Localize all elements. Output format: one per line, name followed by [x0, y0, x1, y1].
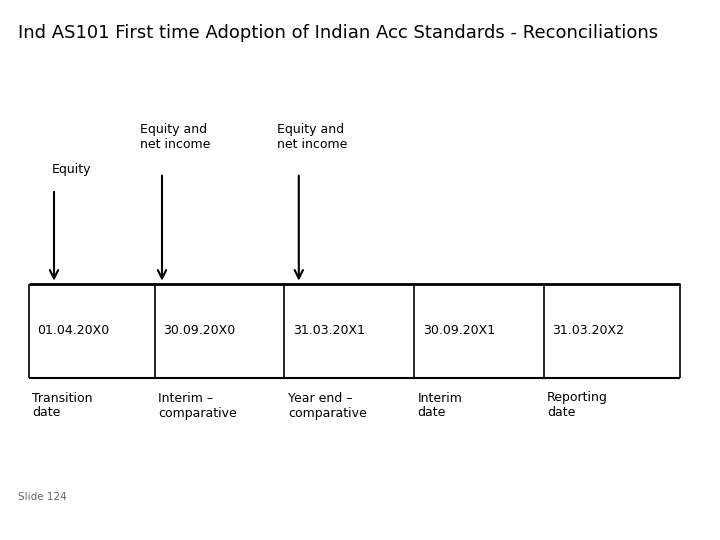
Text: Equity and
net income: Equity and net income — [140, 123, 211, 151]
Text: Equity and
net income: Equity and net income — [277, 123, 348, 151]
Text: 31.03.20X2: 31.03.20X2 — [552, 324, 624, 338]
Text: Equity: Equity — [52, 163, 91, 176]
Text: Ind AS101 First time Adoption of Indian Acc Standards - Reconciliations: Ind AS101 First time Adoption of Indian … — [18, 24, 658, 42]
Text: 30.09.20X0: 30.09.20X0 — [163, 324, 235, 338]
Text: Interim
date: Interim date — [418, 392, 462, 420]
Text: 31.03.20X1: 31.03.20X1 — [293, 324, 365, 338]
Text: Transition
date: Transition date — [32, 392, 93, 420]
Text: Interim –
comparative: Interim – comparative — [158, 392, 237, 420]
Text: Reporting
date: Reporting date — [547, 392, 608, 420]
Text: Slide 124: Slide 124 — [18, 492, 67, 502]
Text: Year end –
comparative: Year end – comparative — [288, 392, 366, 420]
Text: 01.04.20X0: 01.04.20X0 — [37, 324, 109, 338]
Text: 30.09.20X1: 30.09.20X1 — [423, 324, 495, 338]
